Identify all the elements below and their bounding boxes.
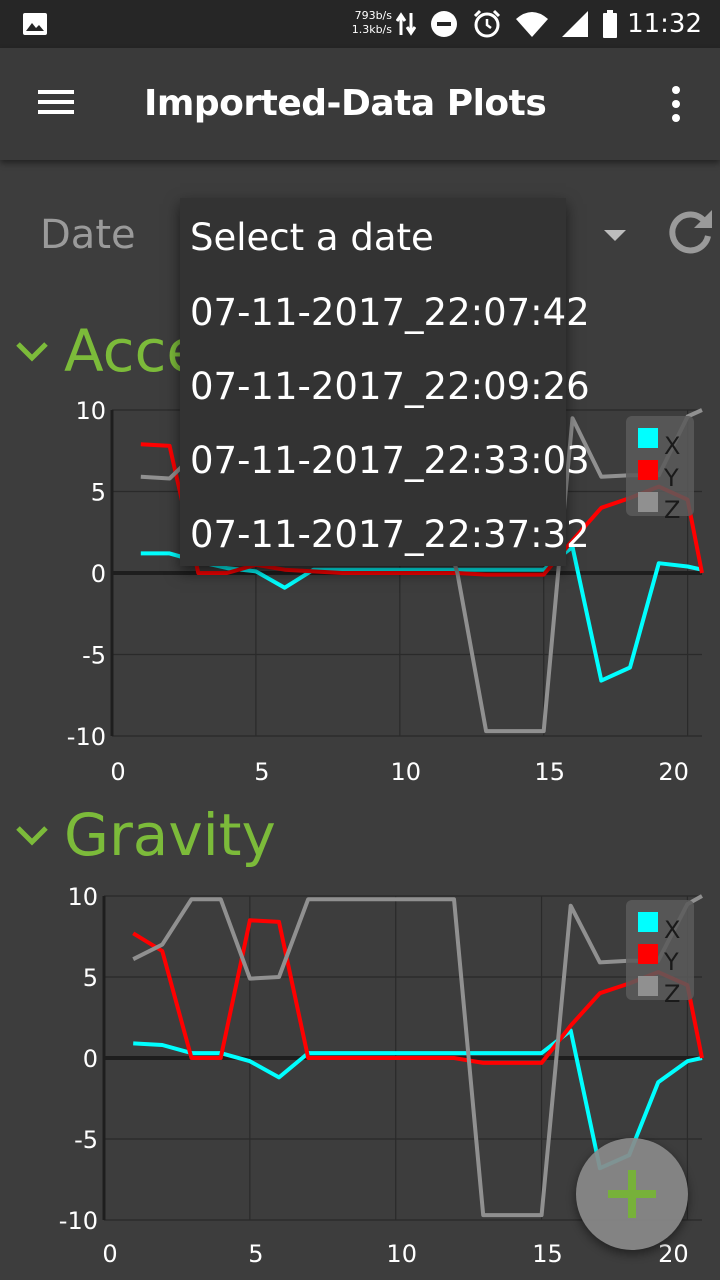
battery-icon bbox=[603, 10, 617, 38]
gravity-chart: 10 5 0 -5 -10 0 5 10 15 20 X Y Z bbox=[0, 884, 720, 1280]
series-line-y bbox=[132, 918, 704, 1065]
y-tick-label: -10 bbox=[59, 1207, 98, 1235]
alarm-icon bbox=[473, 9, 501, 38]
x-tick-label: 10 bbox=[386, 1240, 417, 1268]
x-tick-label: 5 bbox=[254, 758, 269, 786]
section-header-gravity[interactable]: Gravity bbox=[12, 800, 276, 870]
legend-label: Y bbox=[663, 464, 679, 492]
series-line-z bbox=[132, 894, 703, 1218]
status-bar: 793b/s 1.3kb/s 11:32 bbox=[0, 0, 720, 48]
network-speed: 793b/s 1.3kb/s bbox=[346, 9, 392, 37]
section-title: Acce bbox=[64, 317, 203, 385]
dropdown-item[interactable]: 07-11-2017_22:37:32 bbox=[190, 513, 590, 556]
date-dropdown-menu: Select a date 07-11-2017_22:07:42 07-11-… bbox=[180, 198, 590, 566]
x-tick-label: 10 bbox=[391, 758, 422, 786]
data-arrows-icon bbox=[396, 12, 416, 36]
legend-label: Y bbox=[663, 948, 679, 976]
plus-icon bbox=[608, 1170, 656, 1218]
y-tick-label: 10 bbox=[75, 400, 106, 425]
hamburger-icon[interactable] bbox=[36, 86, 76, 118]
y-tick-label: 5 bbox=[83, 964, 98, 992]
legend-swatch bbox=[638, 912, 658, 932]
x-tick-label: 20 bbox=[658, 1240, 689, 1268]
refresh-icon[interactable] bbox=[664, 206, 716, 258]
y-tick-label: 0 bbox=[91, 560, 106, 588]
y-tick-label: 0 bbox=[83, 1045, 98, 1073]
section-header-accelerometer[interactable]: Acce bbox=[12, 316, 202, 386]
legend-swatch bbox=[638, 492, 658, 512]
x-tick-label: 20 bbox=[658, 758, 689, 786]
image-icon bbox=[23, 13, 47, 35]
dropdown-item-placeholder[interactable]: Select a date bbox=[190, 216, 434, 259]
clock: 11:32 bbox=[627, 9, 702, 39]
legend-box bbox=[626, 900, 694, 1000]
y-tick-label: -10 bbox=[67, 723, 106, 751]
net-up: 793b/s bbox=[354, 9, 392, 22]
legend-label: X bbox=[664, 432, 680, 460]
x-tick-label: 5 bbox=[248, 1240, 263, 1268]
y-tick-label: -5 bbox=[74, 1126, 98, 1154]
signal-icon bbox=[562, 11, 588, 37]
legend-box bbox=[626, 416, 694, 516]
dropdown-item[interactable]: 07-11-2017_22:33:03 bbox=[190, 439, 590, 482]
legend-swatch bbox=[638, 976, 658, 996]
legend-label: X bbox=[664, 916, 680, 944]
legend-swatch bbox=[638, 460, 658, 480]
status-icons bbox=[396, 8, 618, 40]
x-tick-label: 15 bbox=[532, 1240, 563, 1268]
y-tick-label: -5 bbox=[82, 642, 106, 670]
series-line-y bbox=[140, 442, 704, 577]
page-title: Imported-Data Plots bbox=[144, 83, 547, 124]
chevron-down-icon bbox=[16, 342, 48, 362]
y-tick-label: 5 bbox=[91, 479, 106, 507]
section-title: Gravity bbox=[64, 801, 276, 869]
app-bar: Imported-Data Plots bbox=[0, 48, 720, 160]
spinner-dropdown-icon[interactable] bbox=[604, 228, 626, 242]
x-tick-label: 15 bbox=[534, 758, 565, 786]
legend-swatch bbox=[638, 944, 658, 964]
x-tick-label: 0 bbox=[110, 758, 125, 786]
date-label: Date bbox=[40, 212, 136, 258]
legend-swatch bbox=[638, 428, 658, 448]
x-tick-label: 0 bbox=[102, 1240, 117, 1268]
wifi-icon bbox=[516, 12, 548, 37]
legend-label: Z bbox=[664, 496, 680, 524]
chevron-down-icon bbox=[16, 826, 48, 846]
dnd-icon bbox=[431, 11, 457, 37]
dropdown-item[interactable]: 07-11-2017_22:09:26 bbox=[190, 365, 590, 408]
y-tick-label: 10 bbox=[67, 884, 98, 911]
net-down: 1.3kb/s bbox=[351, 23, 392, 36]
add-button[interactable] bbox=[576, 1138, 688, 1250]
more-vert-icon[interactable] bbox=[664, 84, 688, 124]
legend-label: Z bbox=[664, 980, 680, 1008]
dropdown-item[interactable]: 07-11-2017_22:07:42 bbox=[190, 291, 590, 334]
